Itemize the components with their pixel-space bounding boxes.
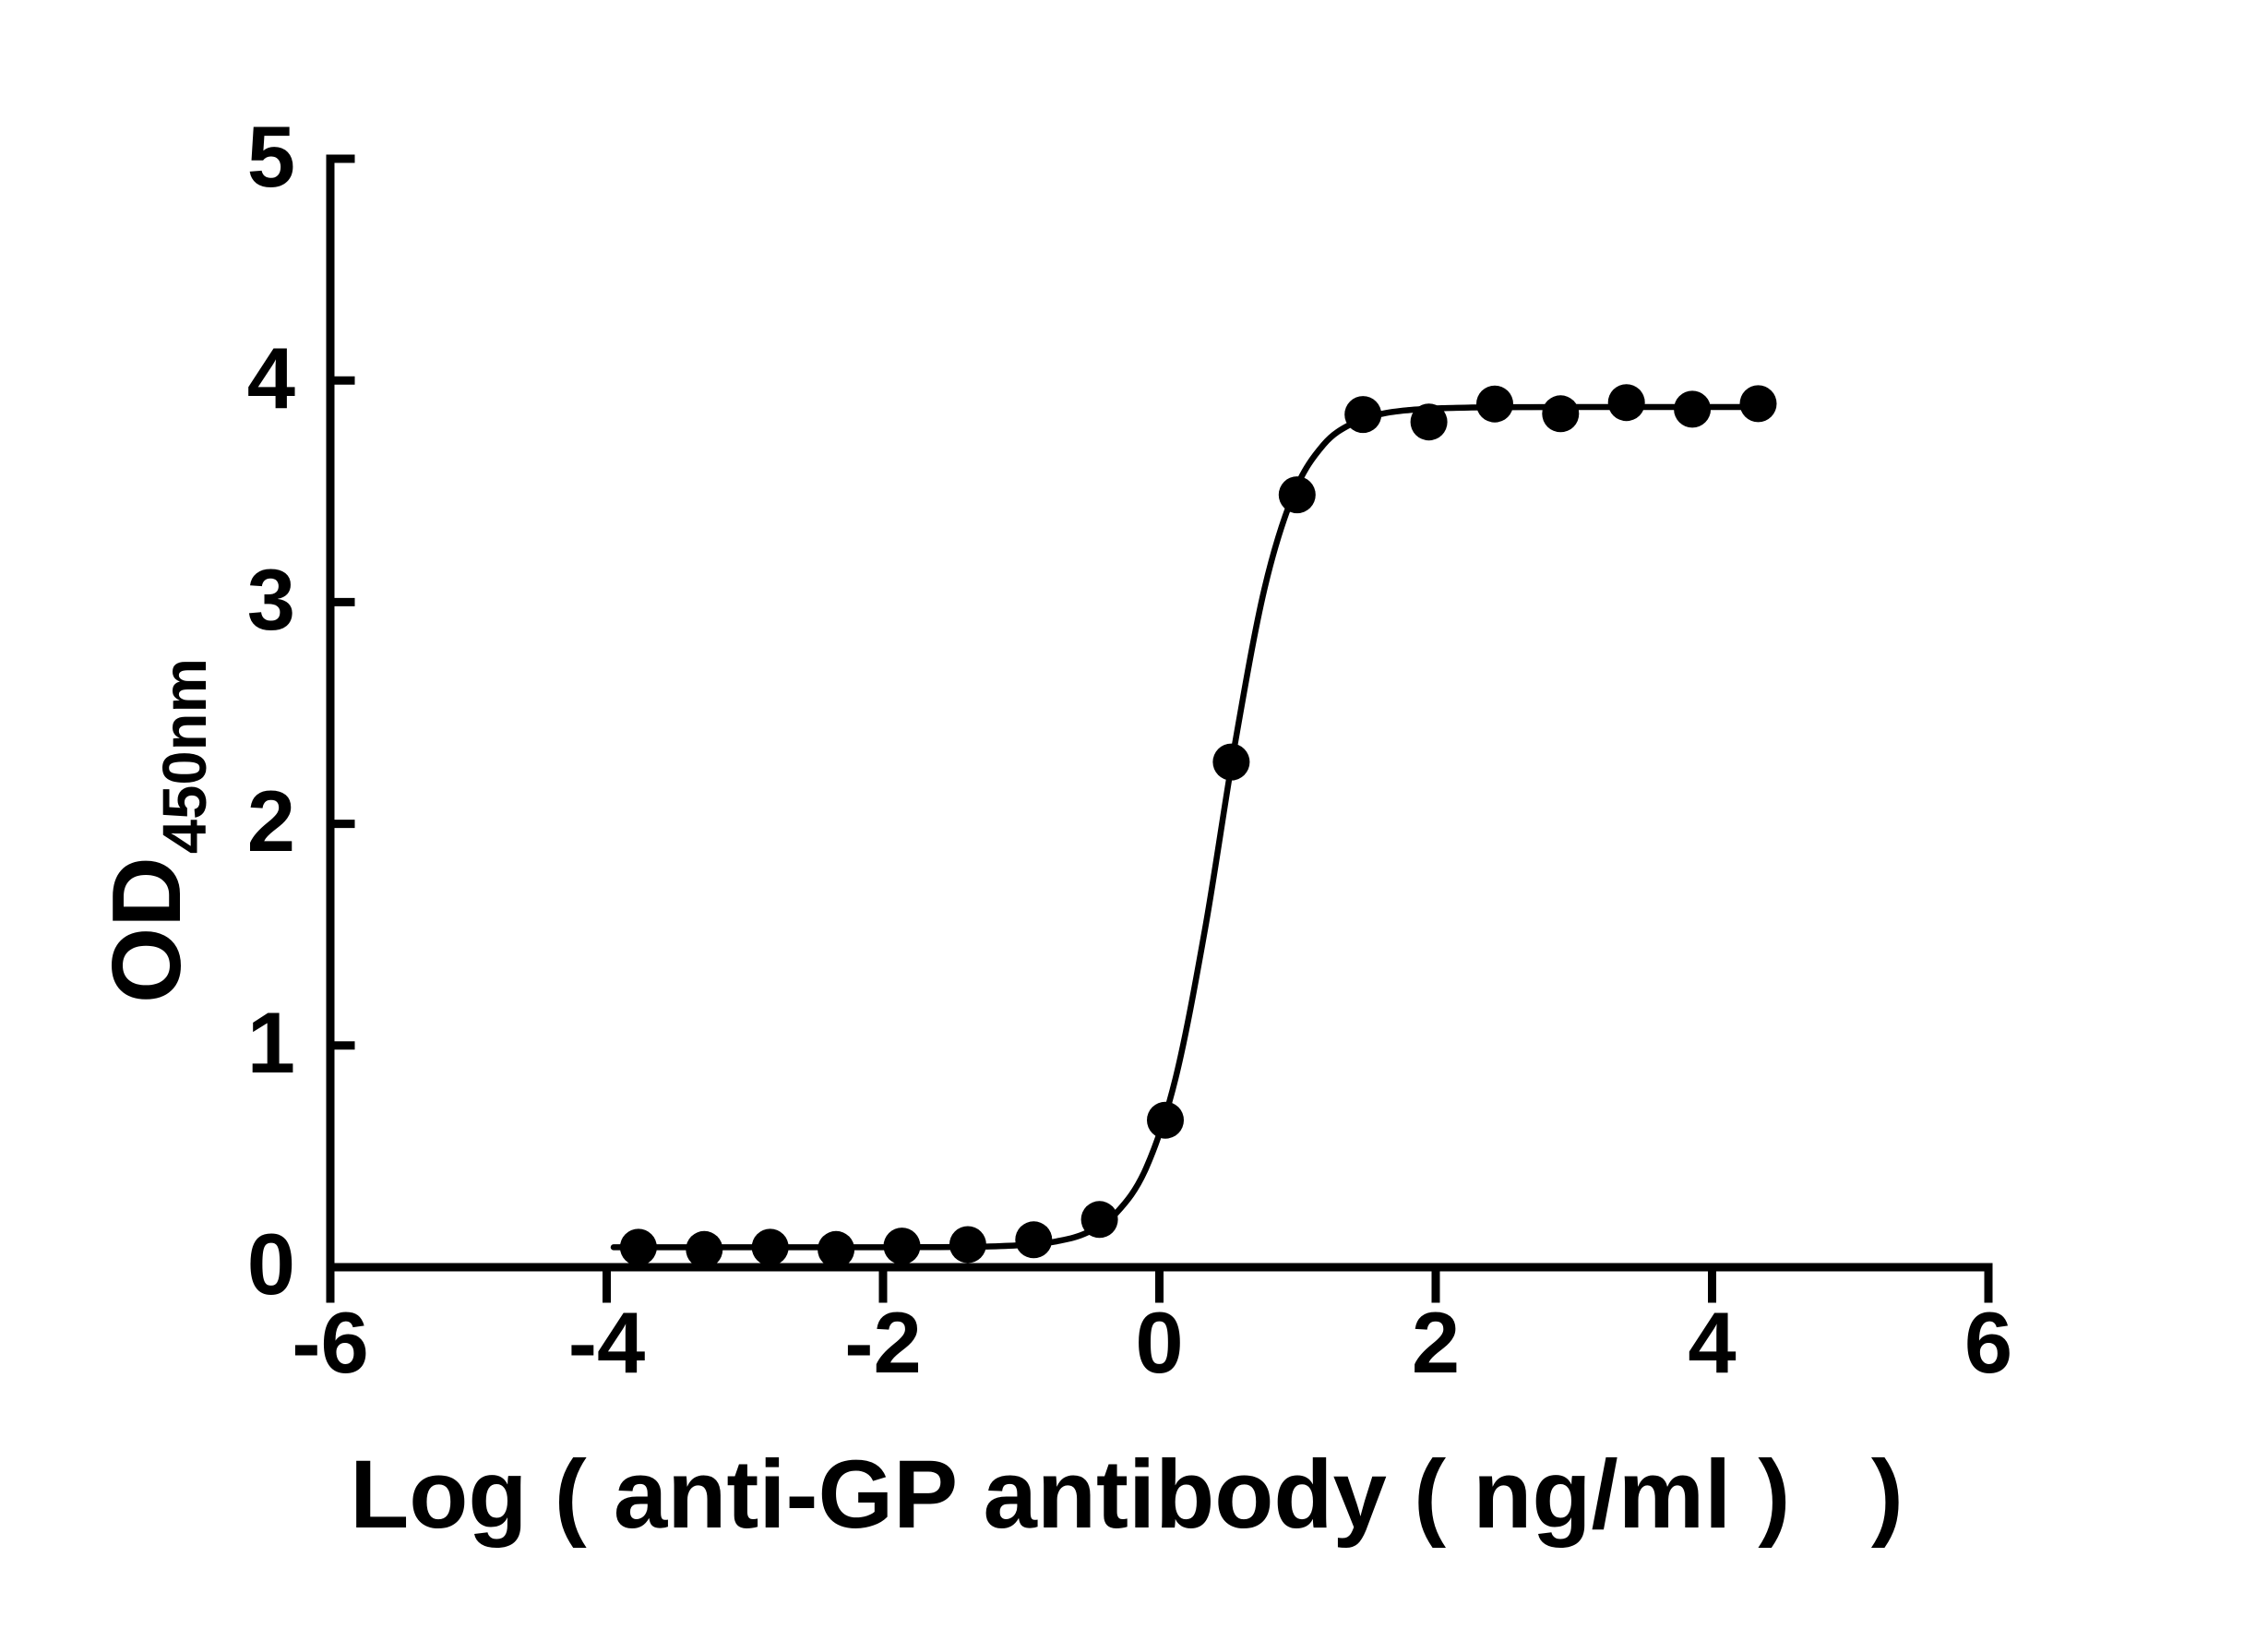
svg-text:Log ( anti-GP antibody ( ng/ml: Log ( anti-GP antibody ( ng/ml ) ): [350, 1441, 1904, 1549]
svg-text:2: 2: [247, 773, 295, 869]
svg-text:-6: -6: [292, 1294, 369, 1391]
svg-text:OD450nm: OD450nm: [92, 658, 220, 1003]
svg-text:0: 0: [1135, 1294, 1183, 1391]
svg-text:6: 6: [1964, 1294, 2012, 1391]
svg-text:4: 4: [1688, 1294, 1736, 1391]
svg-text:5: 5: [247, 108, 295, 205]
svg-text:1: 1: [247, 994, 295, 1091]
svg-text:3: 3: [247, 551, 295, 648]
svg-text:2: 2: [1412, 1294, 1460, 1391]
svg-text:-4: -4: [568, 1294, 646, 1391]
svg-text:4: 4: [247, 329, 295, 426]
svg-text:-2: -2: [844, 1294, 922, 1391]
svg-text:0: 0: [247, 1216, 295, 1312]
